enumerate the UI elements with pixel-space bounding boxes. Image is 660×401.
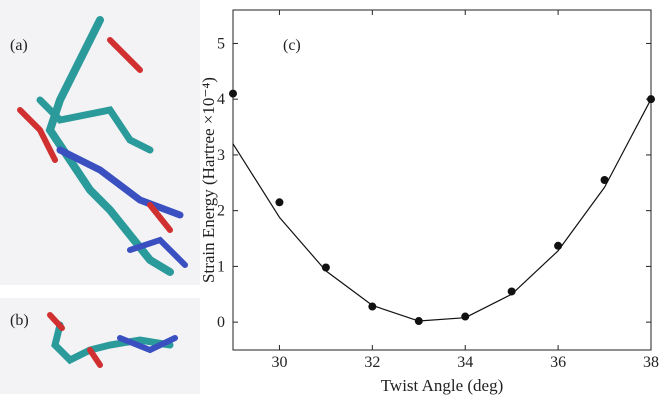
panel-label: (a) [10,37,28,54]
y-tick-label: 2 [217,203,225,220]
data-point [554,242,562,250]
x-tick-label: 30 [271,354,287,371]
y-tick-label: 4 [217,91,225,108]
x-axis-label: Twist Angle (deg) [381,376,504,395]
y-tick-label: 0 [217,314,225,331]
page: {"panels": {"a": "(a)", "b": "(b)"}, "ch… [0,0,660,396]
data-point [229,90,237,98]
x-tick-label: 34 [457,354,473,371]
plot-frame [233,10,651,350]
molecule-a [0,0,200,285]
y-tick-label: 3 [217,147,225,164]
x-tick-label: 36 [550,354,566,371]
panel-label: (c) [283,37,301,54]
molecule-b [0,298,200,394]
x-tick-label: 32 [364,354,380,371]
panel-label: (b) [10,312,29,329]
y-tick-label: 1 [217,258,225,275]
y-axis-label: Strain Energy (Hartree ×10⁻⁴) [199,77,218,283]
molecule-background [0,0,200,285]
x-tick-label: 38 [643,354,659,371]
fit-curve [233,99,651,321]
figure: (a) (b) 3032343638012345Twist Angle (deg… [0,0,660,396]
y-tick-label: 5 [217,35,225,52]
data-point [275,198,283,206]
